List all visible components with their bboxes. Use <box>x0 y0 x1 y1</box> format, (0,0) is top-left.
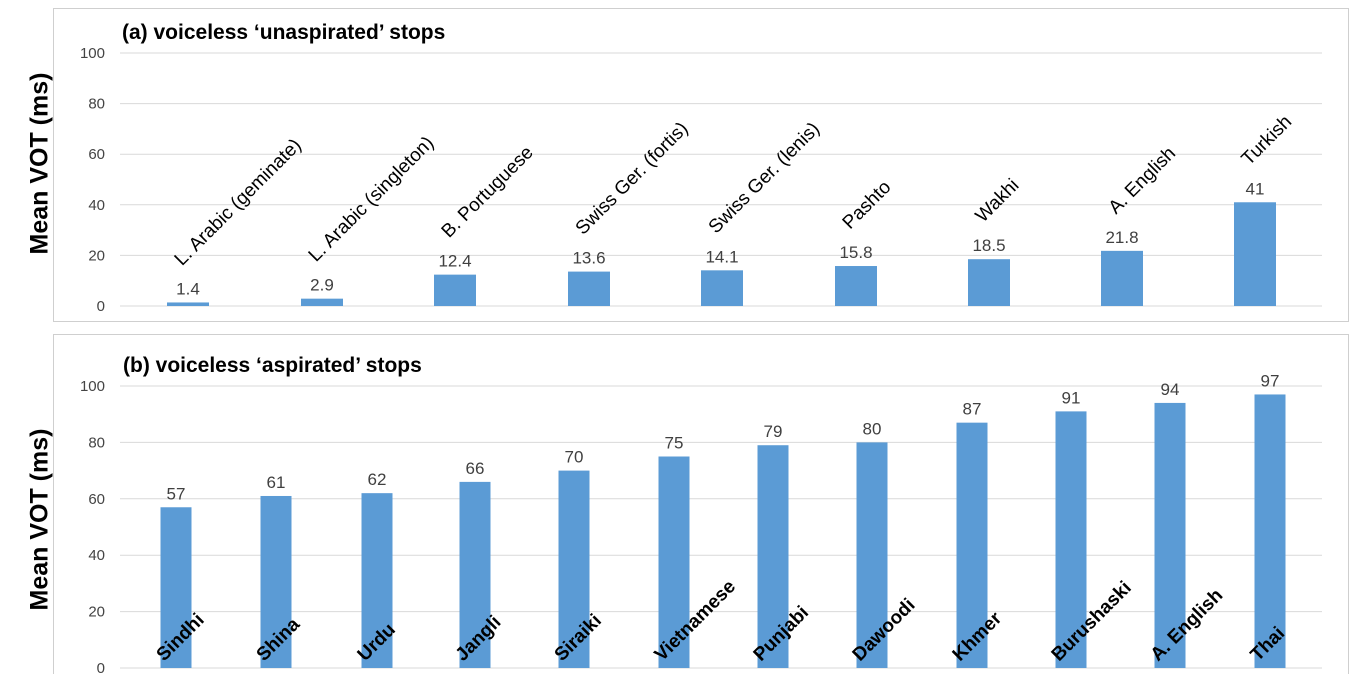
bar-b-9 <box>1055 411 1087 668</box>
chart-title-b: (b) voiceless ‘aspirated’ stops <box>123 354 422 377</box>
bar-a-1 <box>301 298 343 306</box>
data-label-a-5: 15.8 <box>839 243 872 262</box>
bar-b-5 <box>658 456 690 668</box>
data-label-b-1: 61 <box>267 473 286 492</box>
category-label-a-1: L. Arabic (singleton) <box>305 133 439 267</box>
category-label-a-6: Wakhi <box>972 175 1024 227</box>
category-label-a-8: Turkish <box>1238 111 1296 169</box>
y-tick-a-80: 80 <box>88 96 105 113</box>
data-label-b-2: 62 <box>368 470 387 489</box>
data-label-b-7: 80 <box>863 419 882 438</box>
y-tick-b-0: 0 <box>97 660 105 674</box>
y-tick-b-20: 20 <box>88 604 105 621</box>
data-label-b-11: 97 <box>1261 371 1280 390</box>
data-label-b-9: 91 <box>1062 388 1081 407</box>
data-label-b-5: 75 <box>665 434 684 453</box>
category-label-a-0: L. Arabic (geminate) <box>171 135 306 270</box>
bar-b-4 <box>558 470 590 668</box>
category-label-a-2: B. Portuguese <box>438 142 538 242</box>
bar-a-3 <box>568 271 610 306</box>
bar-b-11 <box>1254 394 1286 668</box>
bar-b-6 <box>757 445 789 668</box>
data-label-b-6: 79 <box>764 422 783 441</box>
bar-a-2 <box>434 274 476 306</box>
data-label-a-7: 21.8 <box>1105 228 1138 247</box>
category-label-a-3: Swiss Ger. (fortis) <box>572 118 693 239</box>
data-label-a-0: 1.4 <box>176 279 200 298</box>
data-label-b-0: 57 <box>167 484 186 503</box>
bar-a-5 <box>835 266 877 306</box>
data-label-a-8: 41 <box>1246 179 1265 198</box>
bar-b-8 <box>956 422 988 668</box>
y-tick-a-0: 0 <box>97 298 105 315</box>
bar-a-0 <box>167 302 209 306</box>
y-tick-a-20: 20 <box>88 247 105 264</box>
data-label-a-2: 12.4 <box>438 252 471 271</box>
data-label-b-3: 66 <box>466 459 485 478</box>
bar-b-2 <box>361 493 393 668</box>
y-tick-b-100: 100 <box>80 378 105 395</box>
bar-a-7 <box>1101 250 1143 306</box>
data-label-a-3: 13.6 <box>572 249 605 268</box>
data-label-a-1: 2.9 <box>310 276 334 295</box>
data-label-a-6: 18.5 <box>972 236 1005 255</box>
y-tick-b-40: 40 <box>88 547 105 564</box>
chart-title-a: (a) voiceless ‘unaspirated’ stops <box>122 21 445 44</box>
y-tick-a-60: 60 <box>88 146 105 163</box>
bar-a-4 <box>701 270 743 306</box>
bar-b-7 <box>856 442 888 668</box>
bar-b-0 <box>160 507 192 668</box>
y-tick-b-60: 60 <box>88 491 105 508</box>
category-label-a-4: Swiss Ger. (lenis) <box>705 118 824 237</box>
data-label-b-10: 94 <box>1161 380 1180 399</box>
bar-b-3 <box>459 481 491 668</box>
bar-a-6 <box>968 259 1010 306</box>
y-tick-a-40: 40 <box>88 197 105 214</box>
data-label-b-8: 87 <box>963 400 982 419</box>
data-label-a-4: 14.1 <box>705 247 738 266</box>
bar-b-10 <box>1154 402 1186 668</box>
bar-b-1 <box>260 495 292 668</box>
y-tick-b-80: 80 <box>88 434 105 451</box>
data-label-b-4: 70 <box>565 448 584 467</box>
bar-a-8 <box>1234 202 1276 306</box>
y-tick-a-100: 100 <box>80 45 105 62</box>
